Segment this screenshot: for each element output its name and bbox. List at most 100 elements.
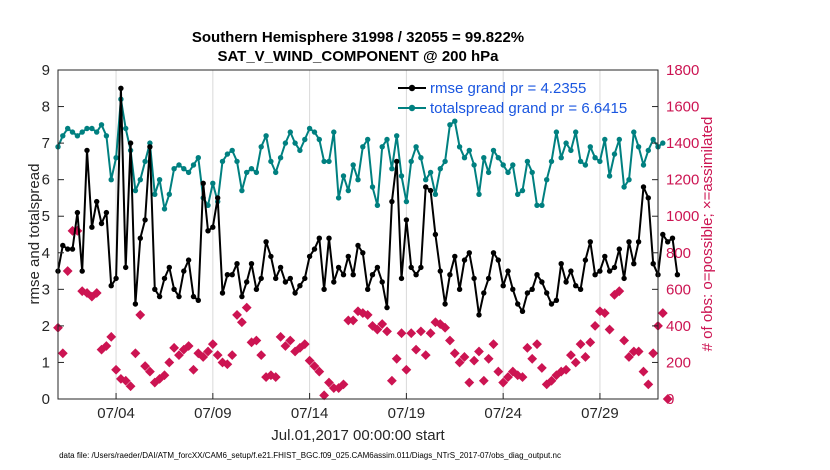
rmse-point <box>471 275 477 282</box>
obs-point <box>280 341 291 351</box>
totalspread-point <box>282 140 289 146</box>
plot-background <box>58 70 658 399</box>
obs-point <box>309 361 320 372</box>
obs-point <box>662 394 673 404</box>
y-right-tick-label: 0 <box>666 391 674 408</box>
obs-point <box>570 357 581 368</box>
rmse-point <box>442 301 448 307</box>
rmse-point <box>263 239 269 245</box>
rmse-point <box>360 250 366 256</box>
totalspread-point <box>79 129 85 135</box>
totalspread-point <box>466 147 472 154</box>
totalspread-point <box>519 187 526 194</box>
rmse-point <box>568 268 574 274</box>
totalspread-point <box>515 191 521 197</box>
totalspread-point <box>369 184 376 190</box>
obs-point <box>503 372 513 382</box>
rmse-point <box>515 301 521 307</box>
totalspread-point <box>413 144 419 150</box>
y-tick-label: 3 <box>42 281 50 298</box>
totalspread-point <box>452 118 458 124</box>
y-right-tick-label: 1400 <box>666 135 699 152</box>
totalspread-point <box>161 206 168 212</box>
left-axis: 0 1 2 3 4 5 6 7 8 9 <box>42 62 64 408</box>
x-tick-label: 07/14 <box>291 405 329 422</box>
totalspread-point <box>210 180 216 186</box>
obs-point <box>338 379 349 390</box>
rmse-point <box>340 272 347 278</box>
rmse-point <box>79 268 85 274</box>
totalspread-point <box>529 169 535 176</box>
obs-point <box>474 346 484 357</box>
obs-point <box>411 344 421 355</box>
obs-point <box>464 377 475 388</box>
totalspread-point <box>476 191 482 197</box>
obs-point <box>101 341 112 351</box>
totalspread-point <box>306 125 313 132</box>
totalspread-point <box>224 151 231 157</box>
rmse-point <box>234 261 240 267</box>
totalspread-point <box>98 122 105 128</box>
rmse-series <box>55 85 681 318</box>
gridlines <box>115 70 601 399</box>
totalspread-point <box>471 162 477 168</box>
rmse-point <box>505 268 511 274</box>
totalspread-point <box>437 166 443 172</box>
rmse-point <box>113 275 119 282</box>
rmse-point <box>447 272 453 278</box>
rmse-point <box>485 275 492 282</box>
rmse-point <box>345 253 351 260</box>
totalspread-point <box>181 166 187 172</box>
rmse-point <box>311 246 318 252</box>
rmse-point <box>544 290 550 296</box>
obs-point <box>459 352 470 362</box>
rmse-point <box>510 286 516 292</box>
rmse-point <box>597 268 603 274</box>
rmse-point <box>379 279 385 285</box>
rmse-point <box>573 283 579 289</box>
obs-assimilated-series <box>53 225 673 404</box>
obs-point <box>275 331 286 342</box>
rmse-point <box>611 264 618 271</box>
rmse-point <box>224 272 231 278</box>
obs-point <box>391 353 402 364</box>
rmse-point <box>89 224 95 230</box>
rmse-point <box>606 268 613 274</box>
obs-point <box>507 366 518 377</box>
rmse-point <box>582 257 589 263</box>
rmse-point <box>369 272 376 278</box>
y-right-tick-label: 1800 <box>666 62 699 79</box>
rmse-point <box>171 286 177 292</box>
rmse-point <box>123 264 129 271</box>
rmse-point <box>423 184 429 190</box>
obs-point <box>648 348 659 359</box>
rmse-point <box>176 293 182 300</box>
y-right-tick-label: 1000 <box>666 208 699 225</box>
obs-point <box>203 346 213 357</box>
obs-point <box>377 319 388 329</box>
totalspread-point <box>548 158 555 165</box>
totalspread-point <box>553 129 560 135</box>
totalspread-point <box>389 166 395 172</box>
rmse-point <box>65 246 71 252</box>
rmse-point <box>539 279 545 285</box>
y-right-tick-label: 1600 <box>666 99 699 116</box>
totalspread-point <box>403 198 410 205</box>
totalspread-point <box>418 155 424 161</box>
rmse-point <box>244 279 250 285</box>
rmse-point <box>602 253 608 260</box>
y-tick-label: 7 <box>42 135 50 152</box>
obs-point <box>449 348 460 359</box>
obs-point <box>232 310 242 320</box>
obs-point <box>619 335 630 346</box>
totalspread-point <box>297 147 303 154</box>
rmse-point <box>631 261 637 267</box>
rmse-point <box>577 286 584 292</box>
rmse-point <box>316 235 322 241</box>
rmse-point <box>500 283 506 289</box>
data-file-footnote: data file: /Users/raeder/DAI/ATM_forcXX/… <box>59 451 561 460</box>
obs-point <box>478 375 489 386</box>
totalspread-point <box>263 133 269 139</box>
rmse-point <box>626 239 632 245</box>
rmse-point <box>403 217 410 223</box>
